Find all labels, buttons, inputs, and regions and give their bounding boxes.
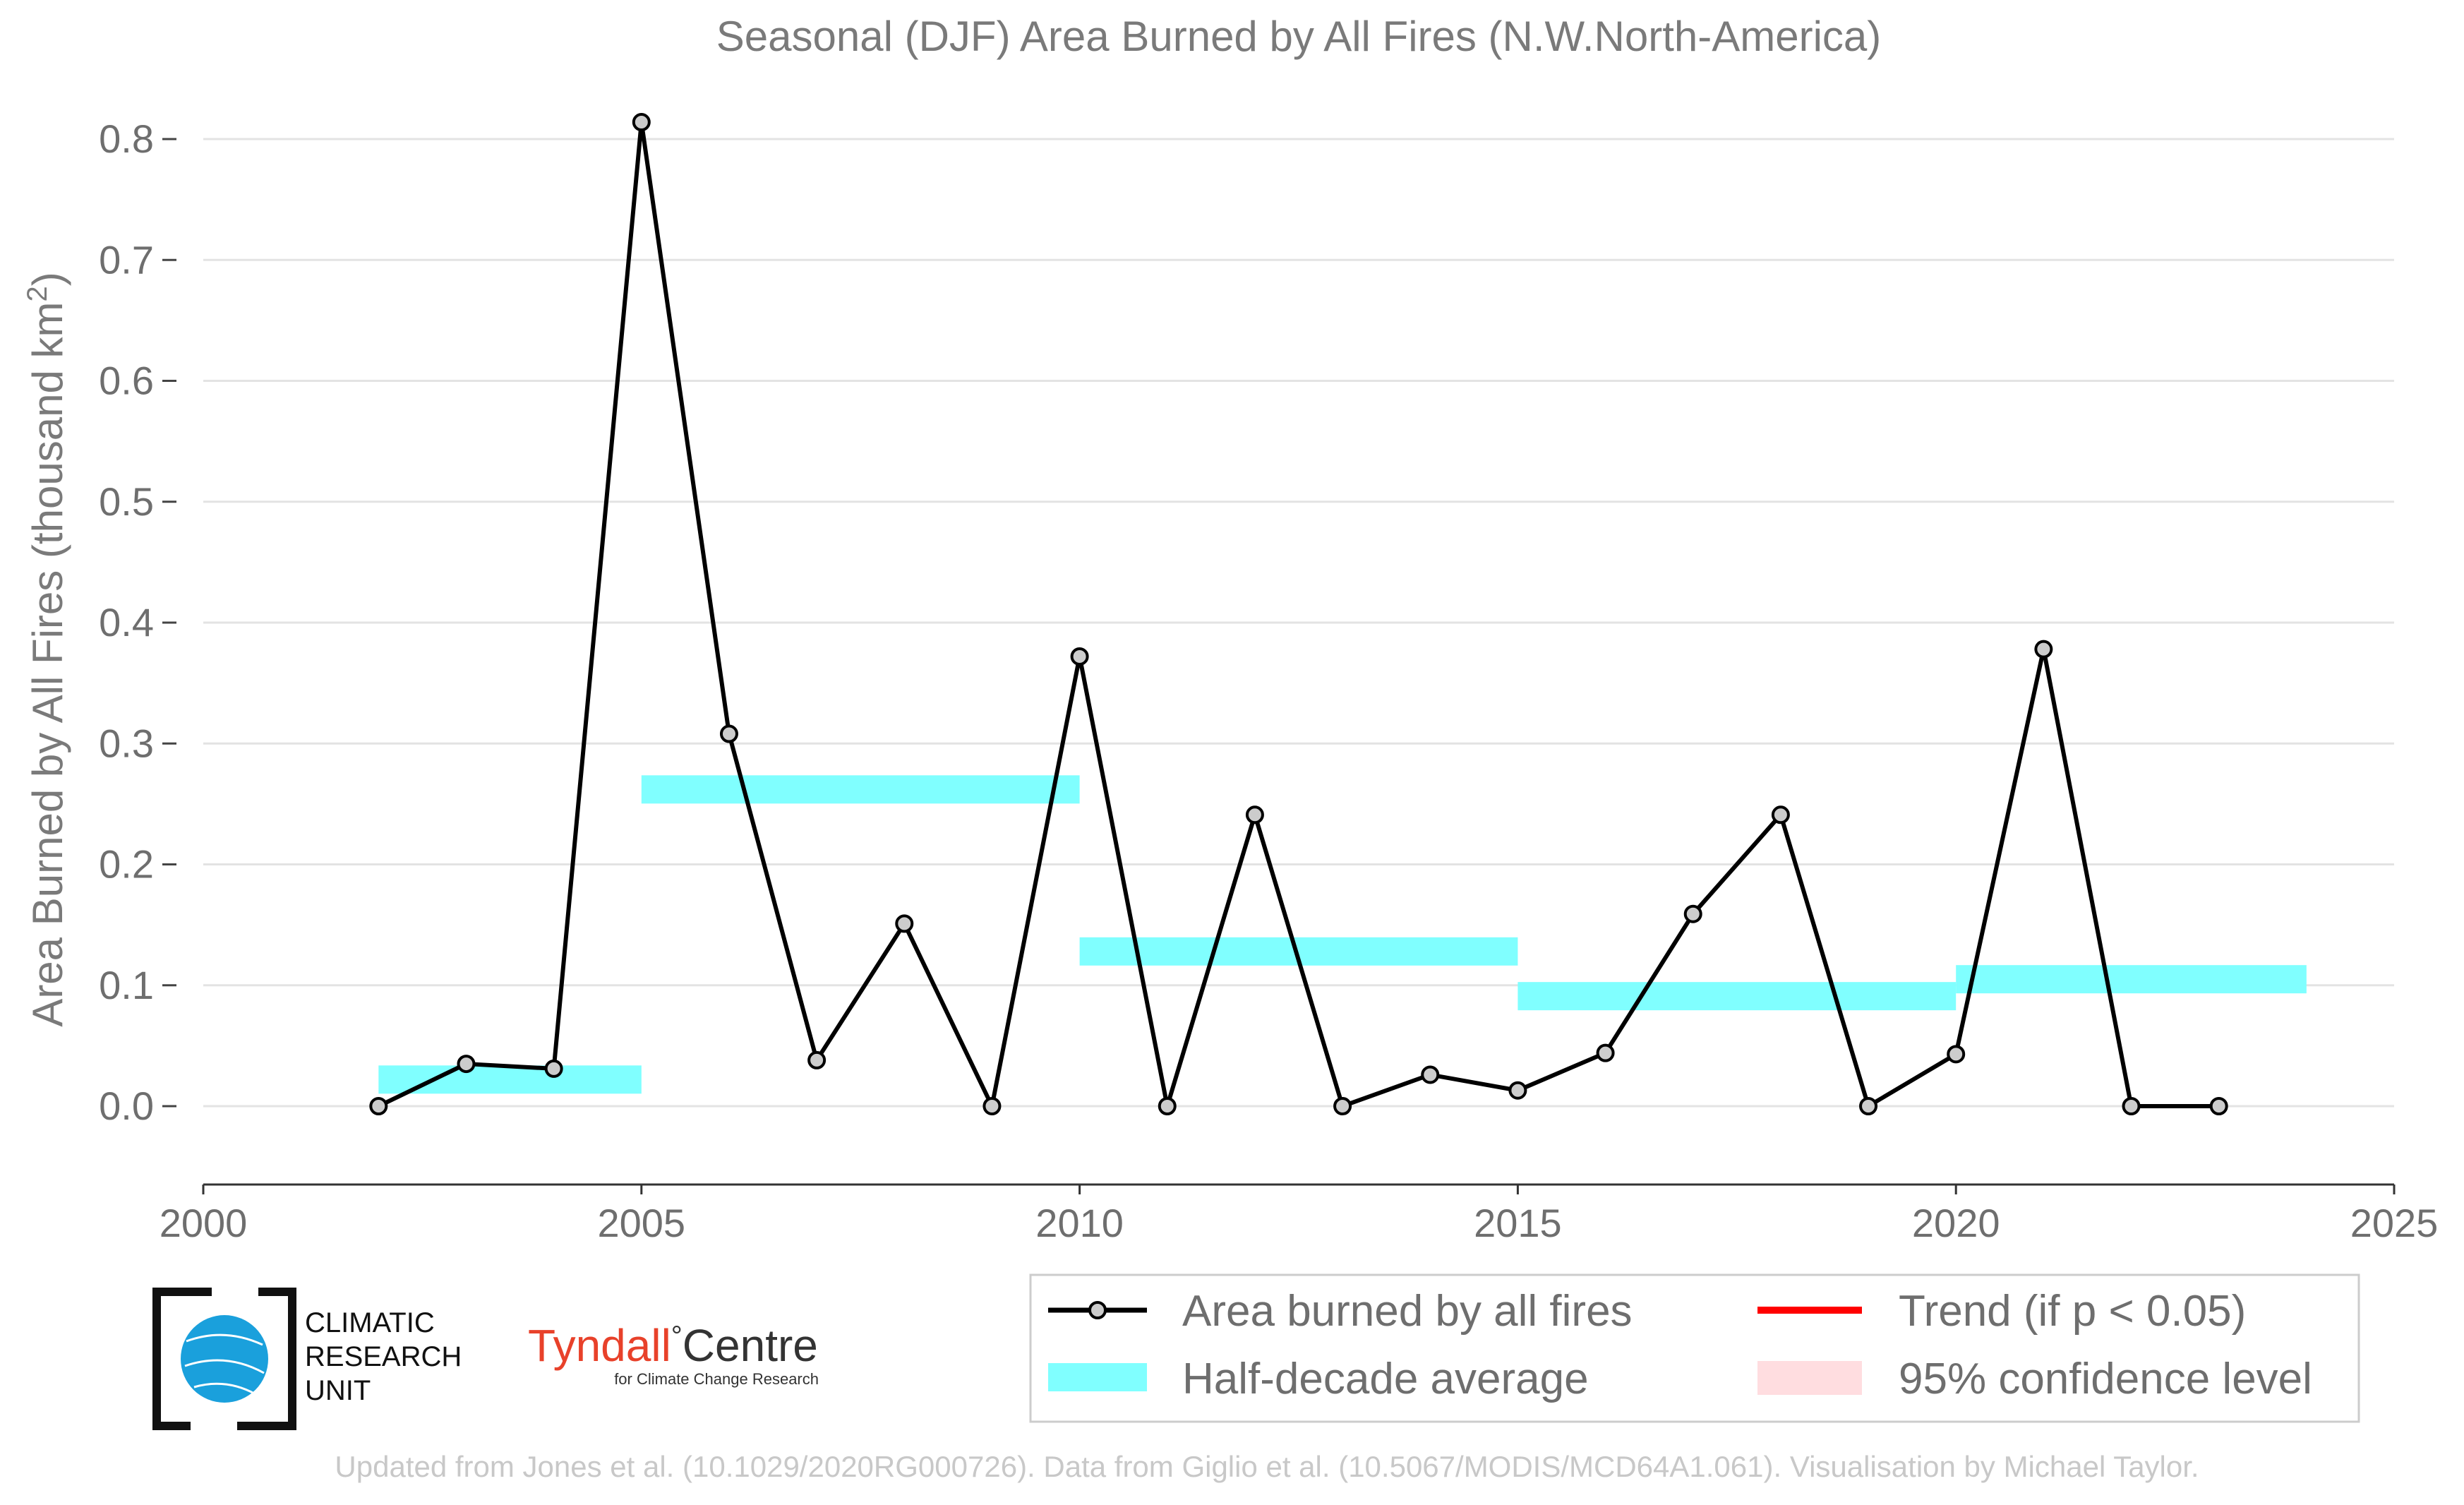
data-point-2012 <box>1245 805 1264 825</box>
y-axis: 0.0 0.1 0.2 0.3 0.4 0.5 0.6 0.7 0.8 <box>99 116 176 1128</box>
tyndall-wordmark: Tyndall°Centre <box>528 1320 818 1371</box>
legend-label-confidence: 95% confidence level <box>1899 1355 2312 1403</box>
legend-item-trend: Trend (if p < 0.05) <box>1757 1287 2246 1336</box>
data-point-2002 <box>369 1097 388 1115</box>
legend-marker-icon <box>1088 1301 1107 1319</box>
cru-name-line2: RESEARCH <box>305 1341 462 1372</box>
x-tick-label-1: 2005 <box>598 1201 686 1245</box>
y-gridlines <box>203 138 2394 1108</box>
data-point-2006 <box>719 724 738 743</box>
cru-logo: CLIMATIC RESEARCH UNIT <box>152 1288 462 1430</box>
data-point-2023 <box>2209 1097 2228 1115</box>
x-tick-label-2: 2010 <box>1035 1201 1124 1245</box>
x-tick-label-0: 2000 <box>160 1201 248 1245</box>
y-tick-label-0: 0.0 <box>99 1084 154 1128</box>
legend-half-decade-swatch <box>1048 1363 1147 1391</box>
tyndall-logo: Tyndall°Centre for Climate Change Resear… <box>528 1320 819 1388</box>
x-tick-label-3: 2015 <box>1474 1201 1562 1245</box>
data-point-2017 <box>1683 904 1702 923</box>
y-tick-label-8: 0.8 <box>99 116 154 161</box>
credit-line: Updated from Jones et al. (10.1029/2020R… <box>335 1450 2199 1483</box>
data-point-2014 <box>1421 1065 1440 1084</box>
cru-globe-lines <box>184 1333 265 1396</box>
legend: Area burned by all fires Trend (if p < 0… <box>1029 1273 2360 1423</box>
y-tick-label-5: 0.5 <box>99 479 154 524</box>
data-point-2010 <box>1070 647 1089 666</box>
half-decade-bar-4 <box>1956 965 2307 994</box>
half-decade-bar-3 <box>1518 982 1957 1011</box>
legend-item-confidence: 95% confidence level <box>1757 1355 2312 1403</box>
y-tick-label-1: 0.1 <box>99 963 154 1007</box>
chart-title: Seasonal (DJF) Area Burned by All Fires … <box>716 13 1882 60</box>
legend-label-trend: Trend (if p < 0.05) <box>1899 1287 2246 1336</box>
data-point-2003 <box>457 1055 476 1074</box>
data-point-2021 <box>2034 640 2053 659</box>
x-tick-label-5: 2025 <box>2350 1201 2439 1245</box>
half-decade-average-series <box>378 775 2307 1094</box>
data-point-2013 <box>1333 1097 1352 1115</box>
data-point-2007 <box>807 1050 827 1069</box>
legend-box <box>1029 1273 2360 1423</box>
area-burned-series <box>369 113 2228 1115</box>
data-point-2019 <box>1859 1097 1878 1115</box>
data-point-2009 <box>982 1097 1002 1115</box>
data-point-2018 <box>1771 805 1790 825</box>
y-tick-label-6: 0.6 <box>99 359 154 403</box>
cru-globe-icon <box>181 1315 268 1403</box>
legend-item-half-decade: Half-decade average <box>1048 1355 1589 1403</box>
data-point-2008 <box>895 914 914 933</box>
legend-label-half-decade: Half-decade average <box>1182 1355 1589 1403</box>
cru-bracket-left <box>152 1288 212 1430</box>
y-axis-label: Area Burned by All Fires (thousand km2) <box>22 272 71 1026</box>
data-point-2004 <box>544 1059 563 1078</box>
y-tick-label-4: 0.4 <box>99 600 154 644</box>
data-point-2011 <box>1158 1097 1177 1115</box>
legend-label-area-burned: Area burned by all fires <box>1182 1287 1633 1336</box>
cru-name-line1: CLIMATIC <box>305 1307 435 1338</box>
tyndall-subtitle: for Climate Change Research <box>614 1370 819 1388</box>
y-tick-label-7: 0.7 <box>99 237 154 282</box>
x-tick-label-4: 2020 <box>1912 1201 2000 1245</box>
half-decade-bar-0 <box>378 1065 642 1094</box>
y-tick-label-2: 0.2 <box>99 842 154 887</box>
half-decade-bar-1 <box>641 775 1080 804</box>
area-burned-line <box>378 120 2219 1108</box>
data-point-2015 <box>1508 1081 1527 1100</box>
cru-name-line3: UNIT <box>305 1375 371 1406</box>
data-point-2005 <box>632 113 651 132</box>
x-axis: 2000 2005 2010 2015 2020 2025 <box>160 1185 2439 1245</box>
cru-bracket-right <box>237 1288 296 1430</box>
legend-confidence-swatch <box>1757 1361 1862 1395</box>
data-point-2022 <box>2122 1097 2141 1115</box>
data-point-2016 <box>1596 1043 1615 1062</box>
data-point-2020 <box>1947 1045 1966 1064</box>
y-tick-label-3: 0.3 <box>99 721 154 765</box>
legend-item-area-burned: Area burned by all fires <box>1048 1287 1633 1336</box>
